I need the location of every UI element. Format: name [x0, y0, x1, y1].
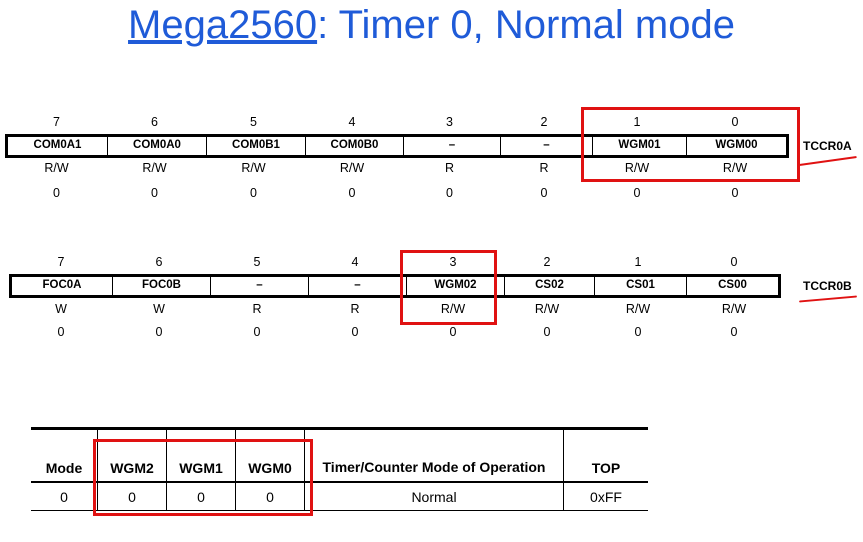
reset-value: 0	[155, 325, 163, 339]
bit-number: 5	[250, 115, 257, 129]
reset-value: 0	[57, 325, 65, 339]
reset-value: 0	[633, 186, 641, 200]
access-value: R/W	[624, 161, 650, 175]
reset-value: 0	[351, 325, 359, 339]
reset-value: 0	[543, 325, 551, 339]
reset-value: 0	[446, 186, 453, 200]
reset-value: 0	[253, 325, 261, 339]
bit-cell: FOC0A	[12, 277, 113, 295]
access-value: R	[444, 161, 455, 175]
tccr0a-bit-numbers: 7 6 5 4 3 2 1 0	[8, 115, 786, 129]
bit-number: 2	[540, 115, 548, 129]
bit-cell: WGM02	[407, 277, 505, 295]
register-name-tccr0b: TCCR0B	[803, 279, 852, 293]
bit-cell: COM0A0	[108, 137, 207, 155]
bit-cell: FOC0B	[113, 277, 211, 295]
bit-number: 4	[348, 115, 356, 129]
bit-number: 6	[155, 255, 163, 269]
bit-number: 1	[633, 115, 641, 129]
access-value: R/W	[721, 302, 747, 316]
bit-number: 2	[543, 255, 551, 269]
access-value: R/W	[241, 161, 266, 175]
bit-number: 4	[351, 255, 359, 269]
cell-operation: Normal	[304, 482, 564, 511]
reset-value: 0	[634, 325, 642, 339]
bit-cell: CS02	[505, 277, 595, 295]
highlight-box-wgm02	[400, 250, 497, 325]
access-value: R	[350, 302, 360, 316]
access-value: R/W	[142, 161, 167, 175]
header-top: TOP	[563, 427, 648, 483]
reset-value: 0	[540, 186, 548, 200]
access-value: R/W	[722, 161, 748, 175]
cell-mode: 0	[31, 482, 98, 511]
reset-value: 0	[348, 186, 356, 200]
bit-cell: WGM00	[715, 139, 758, 151]
bit-number: 6	[151, 115, 158, 129]
underline-mark	[799, 155, 857, 167]
bit-cell: –	[211, 277, 309, 295]
header-mode: Mode	[31, 427, 98, 483]
underline-mark	[799, 295, 857, 303]
table-header-row: Mode WGM2 WGM1 WGM0 Timer/Counter Mode o…	[31, 427, 648, 483]
reset-value: 0	[250, 186, 257, 200]
reset-value: 0	[449, 325, 457, 339]
reset-value: 0	[731, 186, 739, 200]
tccr0b-bit-numbers: 7 6 5 4 3 2 1 0	[12, 255, 784, 269]
header-wgm0: WGM0	[235, 427, 305, 483]
access-value: W	[55, 302, 67, 316]
title-text: : Timer 0, Normal mode	[317, 3, 735, 47]
access-value: R/W	[339, 161, 365, 175]
access-value: R/W	[534, 302, 560, 316]
bit-number: 5	[253, 255, 261, 269]
page-title: Mega2560: Timer 0, Normal mode	[0, 2, 863, 48]
access-value: R/W	[44, 161, 69, 175]
tccr0a-bit-cells: COM0A1 COM0A0 COM0B1 COM0B0 – – WGM01 WG…	[5, 134, 789, 158]
header-operation: Timer/Counter Mode of Operation	[304, 427, 564, 483]
table-row: 0 0 0 0 Normal 0xFF	[31, 482, 648, 511]
access-value: W	[153, 302, 165, 316]
bit-cell: COM0B0	[306, 137, 404, 155]
bit-number: 0	[730, 255, 738, 269]
bit-number: 7	[53, 115, 60, 129]
mode-table: Mode WGM2 WGM1 WGM0 Timer/Counter Mode o…	[31, 427, 648, 511]
access-value: R	[252, 302, 262, 316]
access-value: R	[539, 161, 549, 175]
bit-cell: WGM01	[593, 137, 687, 155]
header-wgm2: WGM2	[97, 427, 167, 483]
bit-number: 0	[731, 115, 739, 129]
bit-cell: COM0B1	[207, 137, 306, 155]
tccr0b-access: W W R R R/W R/W R/W R/W	[12, 302, 784, 316]
cell-wgm1: 0	[166, 482, 236, 511]
title-link[interactable]: Mega2560	[128, 3, 318, 47]
bit-cell: CS01	[595, 277, 687, 295]
cell-top: 0xFF	[563, 482, 648, 511]
reset-value: 0	[730, 325, 738, 339]
tccr0a-reset-values: 0 0 0 0 0 0 0 0	[8, 186, 786, 200]
tccr0a-access: R/W R/W R/W R/W R R R/W R/W	[8, 161, 786, 175]
tccr0b-bit-cells: FOC0A FOC0B – – WGM02 CS02 CS01 CS00	[9, 274, 781, 298]
reset-value: 0	[53, 186, 60, 200]
bit-cell: CS00	[718, 279, 747, 291]
tccr0b-reset-values: 0 0 0 0 0 0 0 0	[12, 325, 784, 339]
access-value: R/W	[625, 302, 651, 316]
bit-cell: –	[501, 137, 593, 155]
access-value: R/W	[440, 302, 466, 316]
cell-wgm2: 0	[97, 482, 167, 511]
header-wgm1: WGM1	[166, 427, 236, 483]
bit-number: 7	[57, 255, 65, 269]
bit-cell: –	[309, 277, 407, 295]
reset-value: 0	[151, 186, 158, 200]
bit-cell: COM0A1	[8, 137, 108, 155]
bit-cell: –	[404, 137, 501, 155]
highlight-box-wgm01-wgm00	[581, 107, 800, 182]
cell-wgm0: 0	[235, 482, 305, 511]
bit-number: 3	[446, 115, 453, 129]
bit-number: 3	[449, 255, 457, 269]
bit-number: 1	[634, 255, 642, 269]
highlight-box-wgm-bits	[93, 439, 313, 516]
register-name-tccr0a: TCCR0A	[803, 139, 852, 153]
